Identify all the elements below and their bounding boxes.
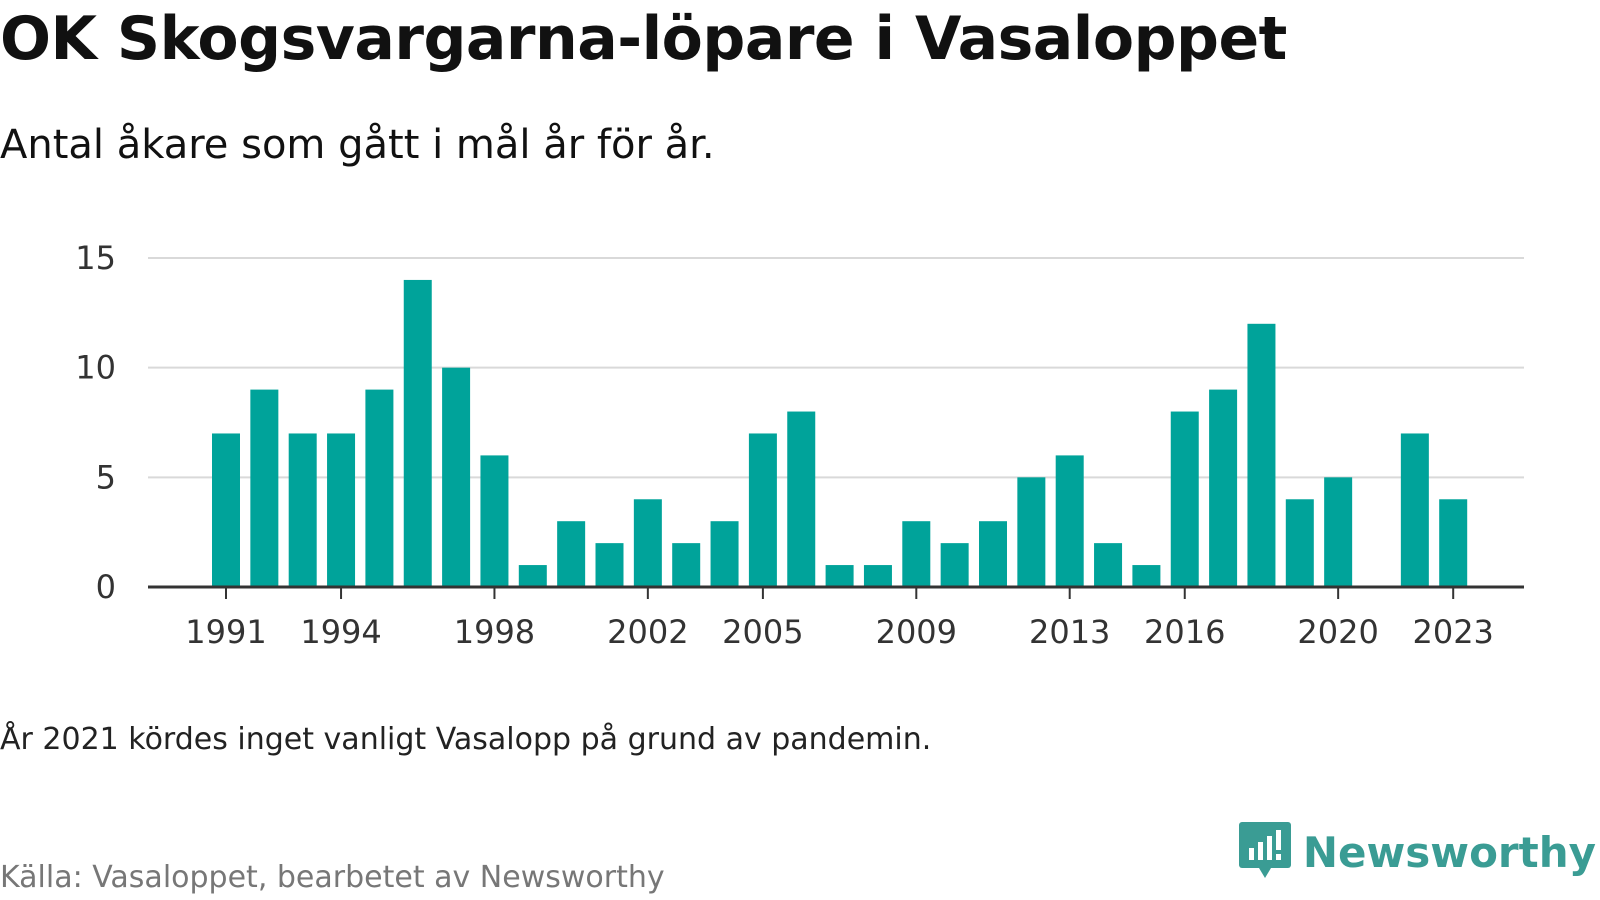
- x-tick-label: 2023: [1412, 613, 1493, 651]
- bar-2003: [672, 543, 701, 587]
- bar-2014: [1094, 543, 1123, 587]
- x-tick-label: 1994: [300, 613, 381, 651]
- bar-2023: [1439, 499, 1468, 587]
- source-credit: Källa: Vasaloppet, bearbetet av Newswort…: [0, 860, 665, 895]
- x-tick-label: 2016: [1144, 613, 1225, 651]
- bar-1993: [288, 433, 317, 587]
- chart-note: År 2021 kördes inget vanligt Vasalopp på…: [0, 722, 932, 757]
- bar-2008: [863, 565, 892, 587]
- bar-1991: [212, 433, 240, 587]
- bar-1992: [250, 389, 279, 587]
- x-tick-label: 2005: [722, 613, 803, 651]
- bar-2022: [1400, 433, 1429, 587]
- newsworthy-logo-icon: [1238, 822, 1291, 878]
- bar-chart: 0 5 10 15 1991 1994 1998 2002 2005 2009 2013 2016 20…: [75, 239, 1524, 651]
- bar-1994: [327, 433, 356, 587]
- bar-2020: [1324, 477, 1353, 587]
- bar-2000: [557, 521, 586, 587]
- bar-2017: [1209, 389, 1238, 587]
- bar-2013: [1055, 455, 1084, 587]
- bar-2005: [748, 433, 777, 587]
- y-tick-label: 0: [96, 568, 116, 606]
- y-tick-label: 5: [96, 458, 116, 496]
- bar-2004: [710, 521, 739, 587]
- bar-2015: [1132, 565, 1161, 587]
- bar-2019: [1285, 499, 1314, 587]
- x-tick-label: 2009: [876, 613, 957, 651]
- bar-2009: [902, 521, 931, 587]
- x-tick-label: 2013: [1029, 613, 1110, 651]
- bar-2011: [979, 521, 1007, 587]
- y-tick-label: 10: [75, 349, 116, 387]
- chart-title: OK Skogsvargarna-löpare i Vasaloppet: [0, 4, 1287, 74]
- x-tick-label: 1998: [454, 613, 535, 651]
- x-tick-label: 1991: [185, 613, 266, 651]
- bar-2006: [787, 411, 816, 587]
- bar-2010: [940, 543, 969, 587]
- bar-2018: [1247, 323, 1276, 587]
- bar-2001: [595, 543, 624, 587]
- bar-2007: [825, 565, 854, 587]
- bar-2016: [1170, 411, 1199, 587]
- x-tick-label: 2002: [607, 613, 688, 651]
- bar-1995: [365, 389, 394, 587]
- bar-1997: [442, 367, 471, 587]
- bar-1996: [403, 279, 432, 587]
- newsworthy-brand[interactable]: Newsworthy: [1238, 822, 1596, 882]
- brand-name: Newsworthy: [1302, 827, 1596, 877]
- x-tick-label: 2020: [1297, 613, 1378, 651]
- bar-1999: [518, 565, 547, 587]
- bar-2012: [1017, 477, 1046, 587]
- bar-2002: [633, 499, 662, 587]
- y-tick-label: 15: [75, 239, 116, 277]
- chart-subtitle: Antal åkare som gått i mål år för år.: [0, 122, 715, 168]
- bar-1998: [480, 455, 509, 587]
